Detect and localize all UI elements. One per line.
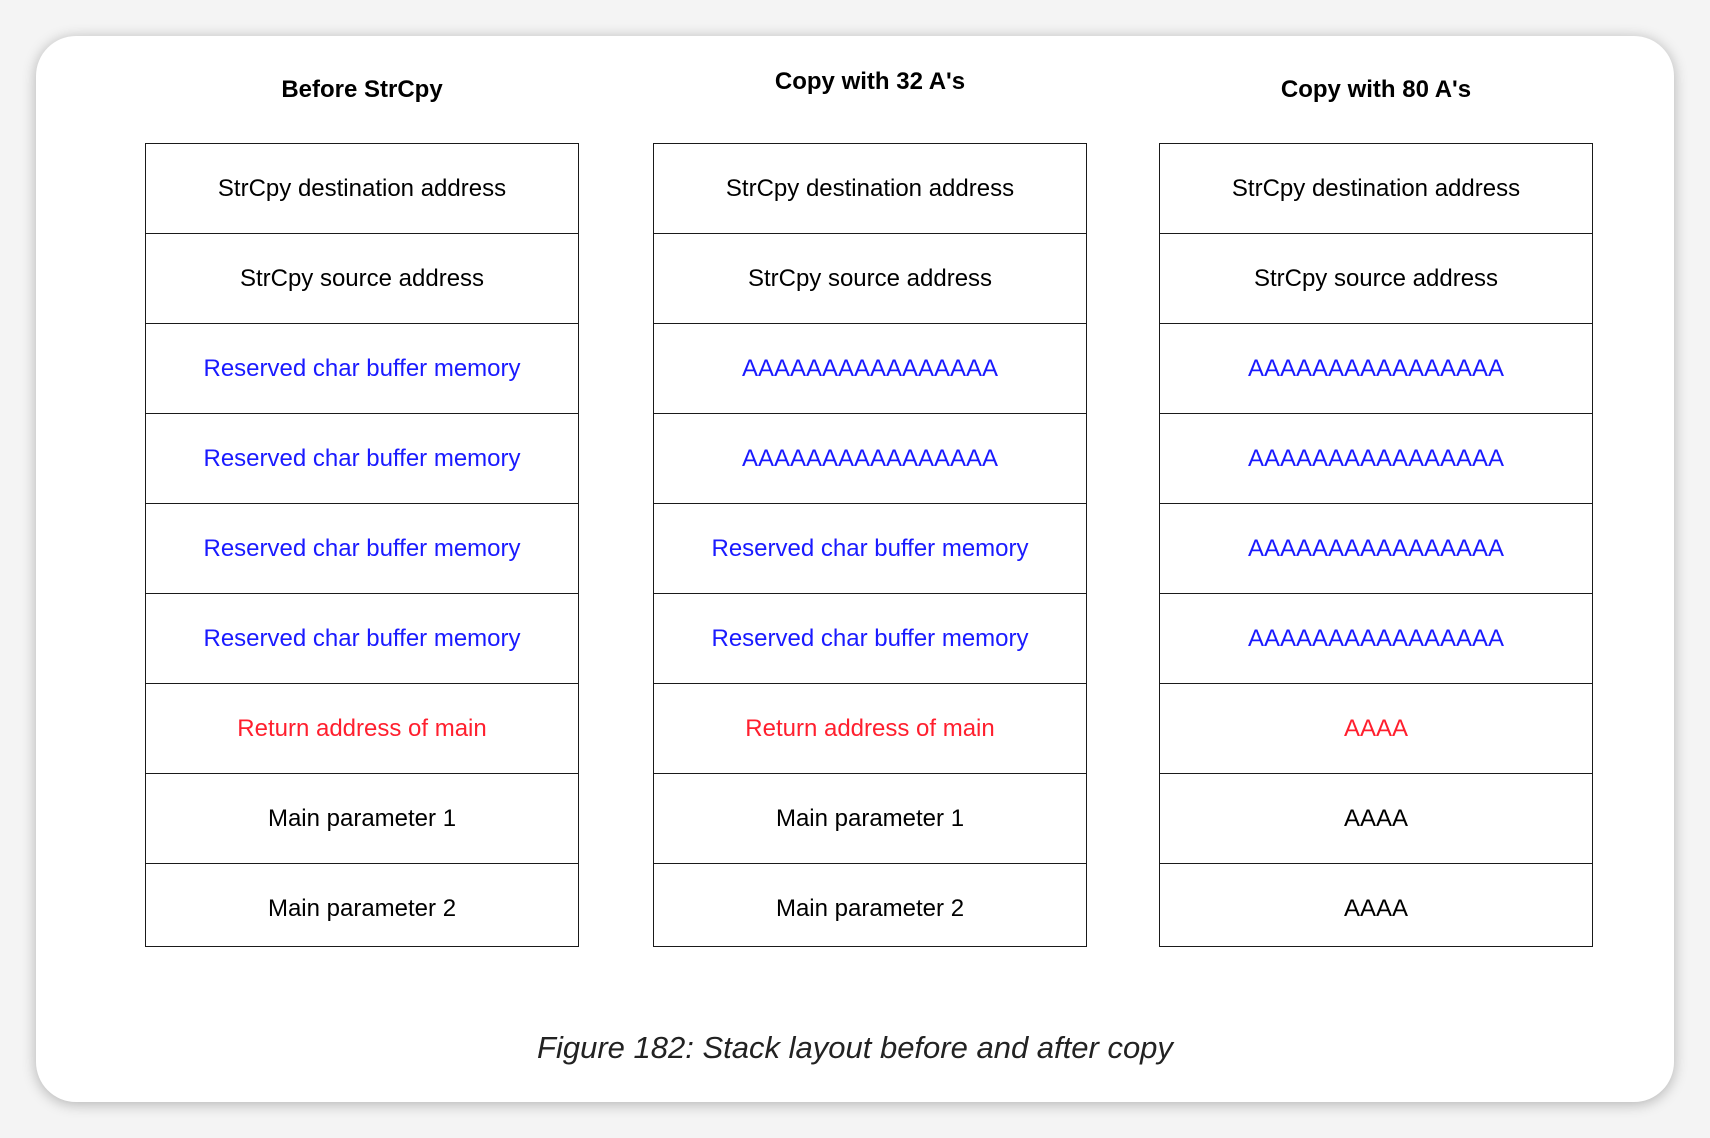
- stack-cell-buffer-2: AAAAAAAAAAAAAAAA: [654, 414, 1086, 504]
- stack-cell-param-1: AAAA: [1160, 774, 1592, 864]
- stack-cell-param-2: AAAA: [1343, 894, 1409, 922]
- stack-cell-buffer-3: AAAAAAAAAAAAAAAA: [1160, 504, 1592, 594]
- stack-cell-source-address: StrCpy source address: [1160, 234, 1592, 324]
- figure-caption: Figure 182: Stack layout before and afte…: [537, 1030, 1173, 1065]
- stack-frame: StrCpy destination address StrCpy source…: [145, 143, 579, 947]
- stack-cell-source-address: StrCpy source address: [146, 234, 578, 324]
- stack-cell-buffer-2: Reserved char buffer memory: [146, 414, 578, 504]
- stack-cell-param-1: Main parameter 1: [146, 774, 578, 864]
- stack-cell-return-address: Return address of main: [654, 684, 1086, 774]
- stack-cell-return-address: AAAA: [1160, 684, 1592, 774]
- stack-cell-buffer-1: Reserved char buffer memory: [146, 324, 578, 414]
- stack-cell-buffer-3: Reserved char buffer memory: [146, 504, 578, 594]
- stack-cell-source-address: StrCpy source address: [654, 234, 1086, 324]
- stack-title: Copy with 32 A's: [774, 68, 966, 95]
- stack-frame: StrCpy destination address StrCpy source…: [1159, 143, 1593, 947]
- figure-card: Before StrCpy StrCpy destination address…: [36, 36, 1674, 1102]
- stack-title: Copy with 80 A's: [1280, 76, 1472, 103]
- stack-cell-param-2: Main parameter 2: [267, 894, 457, 922]
- stack-frame: StrCpy destination address StrCpy source…: [653, 143, 1087, 947]
- stack-cell-buffer-4: AAAAAAAAAAAAAAAA: [1160, 594, 1592, 684]
- stack-cell-param-2: Main parameter 2: [775, 894, 965, 922]
- stack-cell-buffer-1: AAAAAAAAAAAAAAAA: [654, 324, 1086, 414]
- stack-cell-buffer-2: AAAAAAAAAAAAAAAA: [1160, 414, 1592, 504]
- stack-cell-dest-address: StrCpy destination address: [654, 144, 1086, 234]
- stack-cell-return-address: Return address of main: [146, 684, 578, 774]
- stack-cell-buffer-1: AAAAAAAAAAAAAAAA: [1160, 324, 1592, 414]
- stack-cell-param-1: Main parameter 1: [654, 774, 1086, 864]
- stack-title: Before StrCpy: [281, 76, 443, 103]
- stack-cell-buffer-4: Reserved char buffer memory: [146, 594, 578, 684]
- stack-cell-buffer-4: Reserved char buffer memory: [654, 594, 1086, 684]
- stack-cell-buffer-3: Reserved char buffer memory: [654, 504, 1086, 594]
- stack-cell-dest-address: StrCpy destination address: [146, 144, 578, 234]
- stack-cell-dest-address: StrCpy destination address: [1160, 144, 1592, 234]
